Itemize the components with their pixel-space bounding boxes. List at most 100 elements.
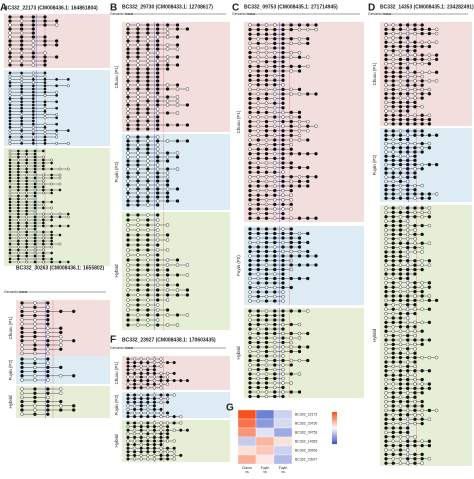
- cpg-site: [282, 310, 285, 313]
- group-label: Hybrid: [8, 395, 13, 409]
- cpg-site: [257, 194, 260, 197]
- group-label: Fuyin (P2): [236, 255, 241, 276]
- cpg-site: [406, 268, 409, 271]
- cpg-site: [146, 432, 149, 435]
- cpg-site: [26, 261, 28, 263]
- cpg-site: [282, 368, 285, 371]
- cpg-site: [127, 383, 130, 386]
- cpg-site: [406, 79, 409, 82]
- cpg-site: [406, 383, 409, 386]
- cpg-site: [186, 274, 189, 277]
- cpg-site: [282, 106, 285, 109]
- cpg-site: [385, 211, 388, 214]
- cpg-site: [428, 387, 431, 390]
- cpg-site: [306, 139, 309, 142]
- cpg-site: [385, 79, 388, 82]
- cpg-site: [21, 306, 24, 309]
- cpg-site: [32, 88, 34, 90]
- cpg-site: [67, 216, 69, 218]
- cpg-site: [59, 366, 62, 369]
- cpg-site: [257, 212, 260, 215]
- cpg-site: [392, 427, 395, 430]
- cpg-site: [9, 110, 11, 112]
- cpg-site: [127, 68, 130, 71]
- cpg-site: [160, 425, 163, 428]
- cpg-site: [46, 392, 49, 395]
- cpg-site: [46, 352, 49, 355]
- cpg-site: [136, 200, 139, 203]
- cpg-site: [265, 47, 268, 50]
- cpg-site: [298, 56, 301, 59]
- cpg-site: [273, 83, 276, 86]
- cpg-site: [176, 112, 179, 115]
- cpg-site: [257, 134, 260, 137]
- cpg-site: [21, 409, 24, 412]
- cpg-site: [166, 88, 169, 91]
- cpg-site: [153, 397, 156, 400]
- cpg-site: [435, 409, 438, 412]
- cpg-site: [146, 144, 149, 147]
- cpg-site: [33, 400, 36, 403]
- cpg-site: [406, 308, 409, 311]
- cpg-site: [33, 344, 36, 347]
- cpg-site: [265, 350, 268, 353]
- cpg-site: [392, 49, 395, 52]
- cpg-site: [9, 207, 11, 209]
- cpg-site: [127, 214, 130, 217]
- cpg-site: [249, 314, 252, 317]
- cpg-site: [34, 156, 36, 158]
- cpg-site: [406, 453, 409, 456]
- cpg-site: [406, 224, 409, 227]
- cpg-site: [140, 425, 143, 428]
- cpg-site: [406, 387, 409, 390]
- cpg-site: [9, 183, 11, 185]
- cpg-site: [166, 168, 169, 171]
- cpg-site: [160, 383, 163, 386]
- cpg-site: [385, 62, 388, 65]
- group-label: Fuyin (P2): [372, 154, 377, 175]
- cpg-site: [282, 70, 285, 73]
- cpg-site: [59, 327, 62, 330]
- cpg-site: [9, 40, 12, 43]
- cpg-site: [32, 123, 34, 125]
- cpg-site: [428, 71, 431, 74]
- cpg-site: [406, 155, 409, 158]
- cpg-site: [59, 213, 61, 215]
- cpg-site: [136, 28, 139, 31]
- cpg-site: [26, 201, 28, 203]
- cpg-site: [265, 198, 268, 201]
- cpg-site: [257, 79, 260, 82]
- cpg-site: [282, 198, 285, 201]
- cpg-site: [127, 284, 130, 287]
- cpg-site: [160, 394, 163, 397]
- cpg-site: [9, 91, 11, 93]
- cpg-site: [399, 308, 402, 311]
- cpg-site: [413, 101, 416, 104]
- cpg-site: [392, 325, 395, 328]
- cpg-site: [127, 274, 130, 277]
- cpg-site: [186, 379, 189, 382]
- cpg-site: [421, 134, 424, 137]
- cpg-site: [146, 379, 149, 382]
- cpg-site: [282, 350, 285, 353]
- cpg-site: [406, 184, 409, 187]
- cpg-site: [55, 85, 57, 87]
- cpg-site: [21, 339, 24, 342]
- cpg-site: [160, 422, 163, 425]
- cpg-site: [399, 374, 402, 377]
- cpg-site: [34, 153, 36, 155]
- cpg-site: [428, 114, 431, 117]
- cpg-site: [9, 48, 12, 51]
- cpg-site: [273, 273, 276, 276]
- cpg-site: [413, 114, 416, 117]
- cpg-site: [140, 368, 143, 371]
- cpg-site: [20, 36, 23, 39]
- cpg-site: [399, 462, 402, 465]
- cpg-site: [249, 189, 252, 192]
- cpg-site: [156, 180, 159, 183]
- cpg-site: [265, 120, 268, 123]
- cpg-site: [146, 408, 149, 411]
- color-scale: [332, 428, 337, 430]
- cpg-site: [46, 331, 49, 334]
- cpg-site: [385, 32, 388, 35]
